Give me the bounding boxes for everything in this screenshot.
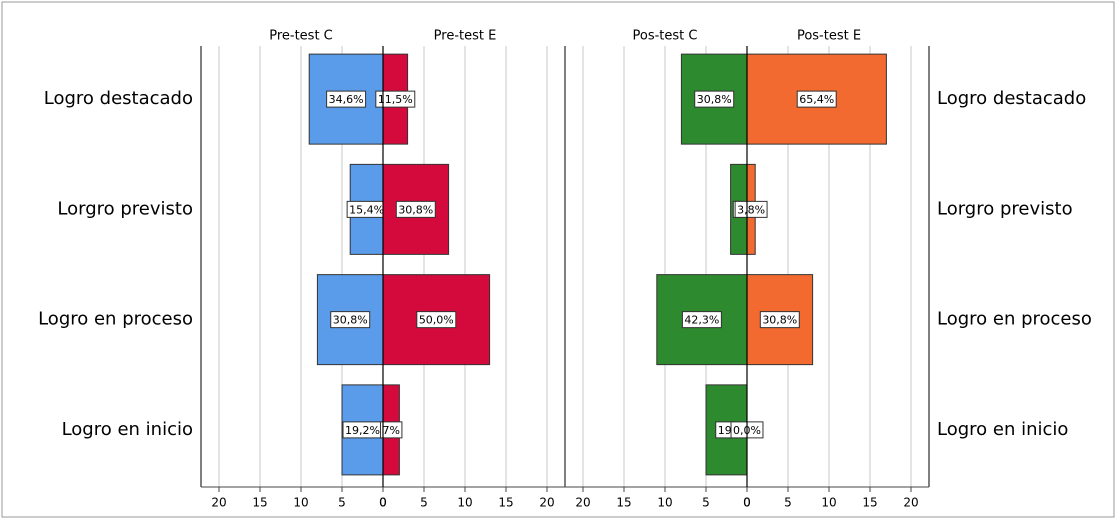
value-label: 3,8% xyxy=(737,203,765,216)
value-label-box xyxy=(375,90,416,108)
x-tick-label: 15 xyxy=(498,496,513,510)
value-label: 30,8% xyxy=(697,93,732,106)
value-label-box xyxy=(759,311,800,329)
value-label: 15,4% xyxy=(349,203,384,216)
value-label: 65,4% xyxy=(799,93,834,106)
x-tick-label: 15 xyxy=(862,496,877,510)
value-label-box xyxy=(395,200,436,218)
x-tick-label: 10 xyxy=(657,496,672,510)
x-tick-label: 0 xyxy=(743,496,751,510)
value-label: 30,8% xyxy=(762,314,797,327)
panel-title: Pre-test C xyxy=(269,29,333,44)
value-label: 7% xyxy=(382,424,399,437)
value-label-box xyxy=(330,311,371,329)
value-label: 34,6% xyxy=(329,93,364,106)
value-label-box xyxy=(734,200,768,218)
x-tick-label: 10 xyxy=(457,496,472,510)
panel-title: Pos-test C xyxy=(633,29,698,44)
x-tick-label: 0 xyxy=(743,496,751,510)
value-label-box xyxy=(681,311,722,329)
x-tick-label: 5 xyxy=(784,496,792,510)
value-label: 50,0% xyxy=(419,314,454,327)
panel-title: Pre-test E xyxy=(434,29,497,44)
x-tick-label: 15 xyxy=(252,496,267,510)
value-label-box xyxy=(694,90,735,108)
x-tick-label: 0 xyxy=(379,496,387,510)
category-label: Lorgro previsto xyxy=(57,198,193,219)
x-tick-label: 20 xyxy=(903,496,918,510)
x-tick-label: 5 xyxy=(338,496,346,510)
value-label-box xyxy=(379,421,403,439)
x-tick-label: 20 xyxy=(211,496,226,510)
x-tick-label: 20 xyxy=(539,496,554,510)
value-label-box xyxy=(326,90,367,108)
x-tick-label: 20 xyxy=(575,496,590,510)
panel-title: Pos-test E xyxy=(797,29,861,44)
value-label: 19,2% xyxy=(345,424,380,437)
category-label: Logro en inicio xyxy=(937,419,1068,440)
x-tick-label: 15 xyxy=(616,496,631,510)
value-label-box xyxy=(796,90,837,108)
category-label: Logro en proceso xyxy=(38,309,193,330)
bar xyxy=(746,53,887,145)
x-tick-label: 10 xyxy=(293,496,308,510)
value-label: 30,8% xyxy=(333,314,368,327)
category-label: Lorgro previsto xyxy=(937,198,1073,219)
value-label-box xyxy=(416,311,457,329)
x-tick-label: 5 xyxy=(702,496,710,510)
value-label: 11,5% xyxy=(378,93,413,106)
value-label: 42,3% xyxy=(684,314,719,327)
category-label: Logro destacado xyxy=(44,88,193,109)
x-tick-label: 5 xyxy=(420,496,428,510)
category-label: Logro en proceso xyxy=(937,309,1092,330)
x-tick-label: 0 xyxy=(379,496,387,510)
category-label: Logro destacado xyxy=(937,88,1086,109)
value-label: 30,8% xyxy=(398,203,433,216)
x-tick-label: 10 xyxy=(821,496,836,510)
category-label: Logro en inicio xyxy=(62,419,193,440)
